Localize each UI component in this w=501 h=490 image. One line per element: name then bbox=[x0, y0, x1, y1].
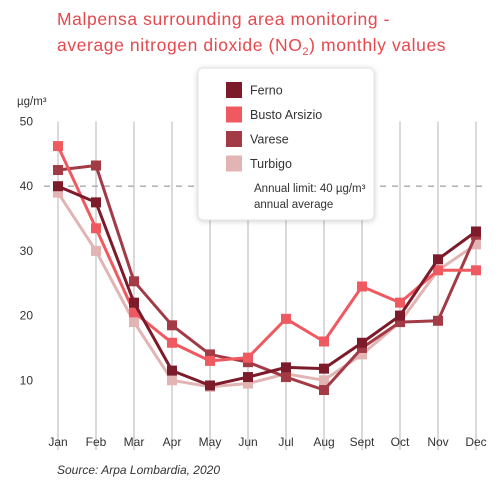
data-point-turbigo-mar bbox=[129, 317, 139, 328]
data-point-busto-arsizio-dec bbox=[471, 265, 481, 276]
data-point-ferno-feb bbox=[91, 197, 101, 208]
data-point-ferno-sept bbox=[357, 337, 367, 348]
legend-items: Ferno Busto Arsizio Varese Turbigo bbox=[226, 82, 322, 172]
data-point-busto-arsizio-sept bbox=[357, 281, 367, 292]
legend-swatch-turbigo bbox=[226, 155, 242, 172]
x-tick-label-apr: Apr bbox=[163, 435, 182, 449]
data-point-busto-arsizio-oct bbox=[395, 297, 405, 308]
data-point-ferno-nov bbox=[433, 254, 443, 265]
chart-title-line-2-pre: average nitrogen dioxide (NO bbox=[57, 35, 302, 55]
data-point-busto-arsizio-apr bbox=[167, 337, 177, 348]
data-point-varese-mar bbox=[129, 276, 139, 287]
x-tick-label-oct: Oct bbox=[391, 435, 410, 449]
data-point-ferno-may bbox=[205, 380, 215, 391]
chart-title-line-2: average nitrogen dioxide (NO2) monthly v… bbox=[57, 35, 446, 58]
series-line-varese bbox=[56, 163, 478, 392]
legend-swatch-busto-arsizio bbox=[226, 106, 242, 123]
legend-label-turbigo: Turbigo bbox=[250, 157, 292, 171]
legend-label-varese: Varese bbox=[250, 133, 289, 147]
data-point-busto-arsizio-mar bbox=[129, 307, 139, 318]
data-point-varese-nov bbox=[433, 315, 443, 326]
data-point-busto-arsizio-nov bbox=[433, 265, 443, 276]
data-point-varese-jan bbox=[53, 165, 63, 176]
data-point-busto-arsizio-feb bbox=[91, 223, 101, 234]
data-point-busto-arsizio-aug bbox=[319, 336, 329, 347]
data-point-ferno-jun bbox=[243, 372, 253, 383]
data-point-ferno-apr bbox=[167, 365, 177, 376]
x-tick-label-may: May bbox=[199, 435, 222, 449]
x-tick-label-sept: Sept bbox=[350, 435, 375, 449]
data-point-varese-may bbox=[205, 349, 215, 360]
data-point-busto-arsizio-jul bbox=[281, 313, 291, 324]
series-line-turbigo bbox=[56, 191, 478, 389]
y-tick-label: 50 bbox=[20, 115, 34, 129]
data-point-ferno-aug bbox=[319, 363, 329, 374]
data-point-varese-jul bbox=[281, 372, 291, 383]
reference-label-line-2: annual average bbox=[254, 199, 333, 211]
y-tick-label: 40 bbox=[20, 179, 34, 193]
x-tick-label-mar: Mar bbox=[124, 435, 145, 449]
chart-title-line-1: Malpensa surrounding area monitoring - bbox=[57, 9, 390, 29]
chart-title-line-2-post: ) monthly values bbox=[309, 35, 446, 55]
data-point-varese-sept bbox=[357, 342, 367, 353]
data-point-turbigo-apr bbox=[167, 375, 177, 386]
legend: Ferno Busto Arsizio Varese Turbigo Annual l… bbox=[197, 67, 375, 221]
source-note: Source: Arpa Lombardia, 2020 bbox=[57, 463, 220, 477]
series-line-ferno bbox=[56, 184, 478, 387]
data-point-ferno-oct bbox=[395, 310, 405, 321]
data-point-ferno-mar bbox=[129, 297, 139, 308]
y-axis-unit-label: µg/m³ bbox=[17, 96, 47, 108]
data-point-turbigo-jan bbox=[53, 187, 63, 198]
data-point-turbigo-jun bbox=[243, 378, 253, 389]
legend-swatch-varese bbox=[226, 131, 242, 147]
x-tick-label-feb: Feb bbox=[86, 435, 107, 449]
x-tick-label-nov: Nov bbox=[427, 435, 448, 449]
y-axis-tick-labels: 10 20 30 40 50 bbox=[20, 115, 34, 388]
legend-label-ferno: Ferno bbox=[250, 84, 283, 98]
data-point-varese-apr bbox=[167, 320, 177, 331]
y-tick-label: 30 bbox=[20, 244, 34, 258]
legend-label-busto-arsizio: Busto Arsizio bbox=[250, 108, 322, 122]
y-tick-label: 10 bbox=[20, 373, 34, 387]
series-turbigo bbox=[53, 187, 481, 392]
y-tick-label: 20 bbox=[20, 309, 34, 323]
x-tick-label-jun: Jun bbox=[238, 435, 257, 449]
data-point-busto-arsizio-may bbox=[205, 355, 215, 366]
x-tick-label-dec: Dec bbox=[465, 435, 486, 449]
data-point-busto-arsizio-jan bbox=[53, 141, 63, 152]
series-line-busto-arsizio bbox=[56, 144, 478, 363]
series-busto-arsizio bbox=[53, 141, 481, 366]
data-point-busto-arsizio-jun bbox=[243, 352, 253, 363]
x-tick-label-jan: Jan bbox=[48, 435, 67, 449]
data-point-turbigo-sept bbox=[357, 349, 367, 360]
data-point-ferno-jan bbox=[53, 181, 63, 192]
data-point-varese-oct bbox=[395, 317, 405, 328]
series-lines bbox=[53, 141, 481, 396]
legend-box bbox=[197, 67, 375, 221]
data-point-varese-aug bbox=[319, 385, 329, 396]
x-tick-label-aug: Aug bbox=[313, 435, 334, 449]
series-ferno bbox=[53, 181, 481, 391]
data-point-ferno-jul bbox=[281, 362, 291, 373]
data-point-turbigo-aug bbox=[319, 375, 329, 386]
data-point-varese-feb bbox=[91, 160, 101, 171]
data-point-turbigo-dec bbox=[471, 239, 481, 250]
data-point-turbigo-feb bbox=[91, 245, 101, 256]
x-tick-label-jul: Jul bbox=[278, 435, 293, 449]
chart-title-subscript: 2 bbox=[302, 46, 309, 58]
reference-label-line-1: Annual limit: 40 µg/m³ bbox=[254, 183, 366, 195]
x-axis-tick-labels: Jan Feb Mar Apr May Jun Jul Aug Sept Oct Nov Dec bbox=[48, 435, 486, 449]
legend-swatch-ferno bbox=[226, 82, 242, 98]
data-point-ferno-dec bbox=[471, 226, 481, 237]
